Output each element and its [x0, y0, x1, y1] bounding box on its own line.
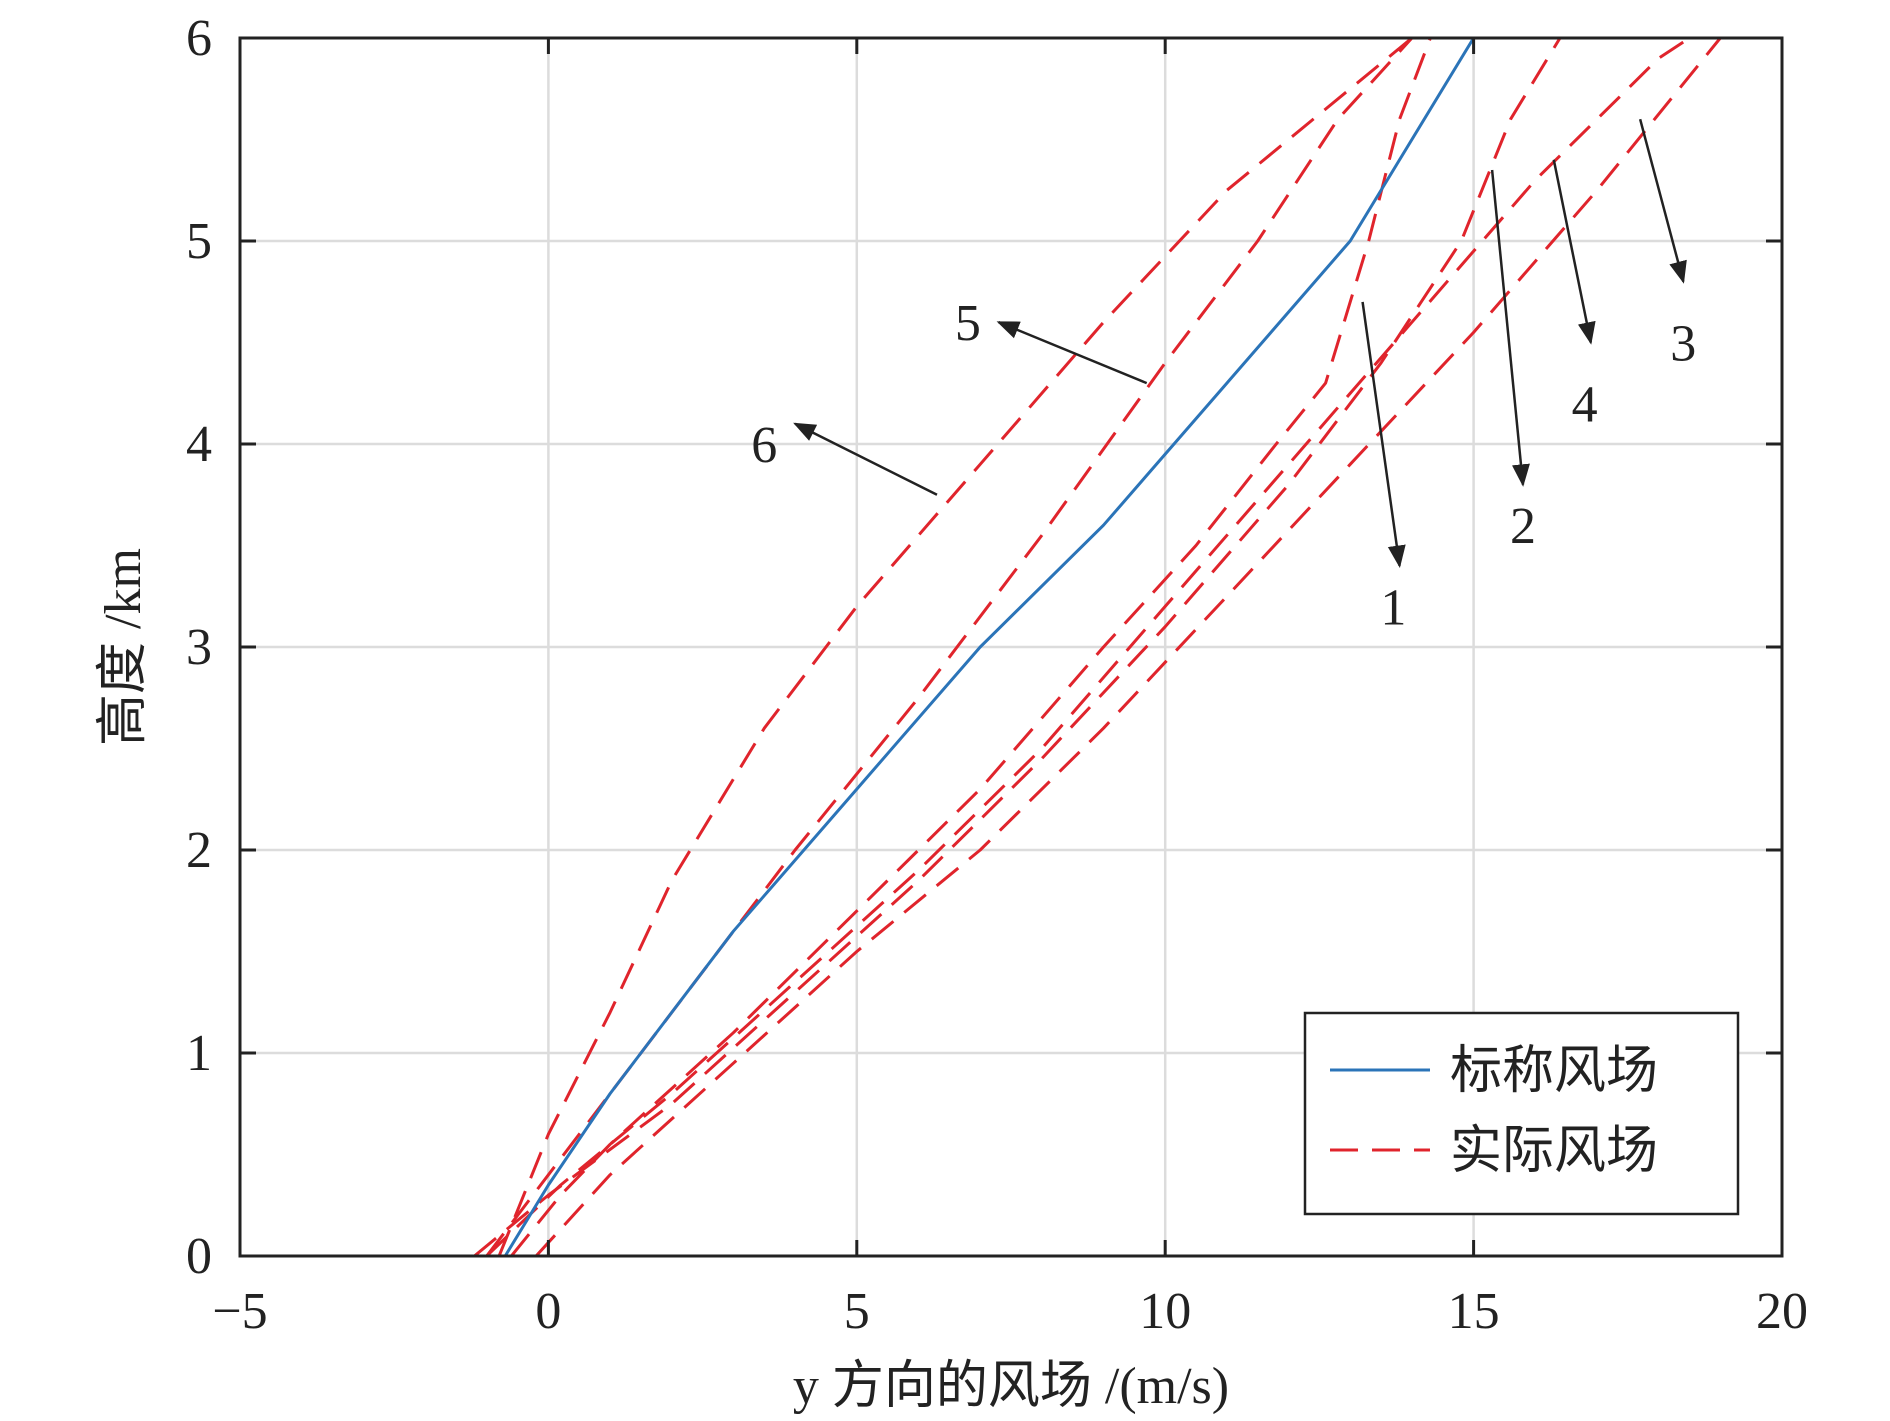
x-tick-label: 15	[1448, 1283, 1500, 1340]
y-tick-label: 1	[186, 1025, 212, 1082]
series-line-actual-3	[534, 38, 1722, 1256]
y-tick-label: 3	[186, 619, 212, 676]
x-tick-label: −5	[212, 1283, 267, 1340]
annotation-arrow-2	[1490, 169, 1530, 487]
series-group	[473, 38, 1722, 1256]
y-axis-label: 高度 /km	[95, 548, 152, 746]
series-line-actual-5	[485, 38, 1414, 1256]
x-tick-label: 20	[1756, 1283, 1808, 1340]
annotation-arrow-3	[1638, 118, 1687, 284]
annotation-label-2: 2	[1510, 498, 1536, 555]
series-line-nominal	[503, 38, 1475, 1256]
annotation-arrow-6	[793, 422, 938, 496]
x-axis-label: y 方向的风场 /(m/s)	[793, 1358, 1229, 1415]
y-tick-label: 6	[186, 10, 212, 67]
annotation-label-3: 3	[1670, 316, 1696, 373]
annotation-label-5: 5	[955, 295, 981, 352]
annotation-arrow-5	[996, 321, 1148, 385]
legend-actual-label: 实际风场	[1450, 1121, 1658, 1181]
annotation-arrow-4	[1552, 159, 1596, 345]
y-tick-label: 2	[186, 822, 212, 879]
series-line-actual-2	[473, 38, 1562, 1256]
x-tick-label: 5	[844, 1283, 870, 1340]
annotation-label-1: 1	[1380, 579, 1406, 636]
y-tick-label: 4	[186, 416, 212, 473]
annotation-arrow-1	[1361, 301, 1406, 569]
x-tick-label: 0	[535, 1283, 561, 1340]
legend-box	[1303, 1011, 1740, 1216]
annotation-label-6: 6	[751, 417, 777, 474]
y-tick-label: 5	[186, 213, 212, 270]
y-tick-label: 0	[186, 1228, 212, 1285]
series-line-actual-6	[497, 38, 1413, 1256]
series-line-actual-4	[485, 38, 1691, 1256]
annotation-label-4: 4	[1572, 376, 1598, 433]
series-line-actual-1	[510, 38, 1432, 1256]
annotations: 1 2 3 4 5 6	[751, 118, 1696, 636]
x-tick-label: 10	[1139, 1283, 1191, 1340]
legend-nominal-label: 标称风场	[1450, 1041, 1658, 1101]
legend: 标称风场 实际风场	[1303, 1011, 1740, 1216]
